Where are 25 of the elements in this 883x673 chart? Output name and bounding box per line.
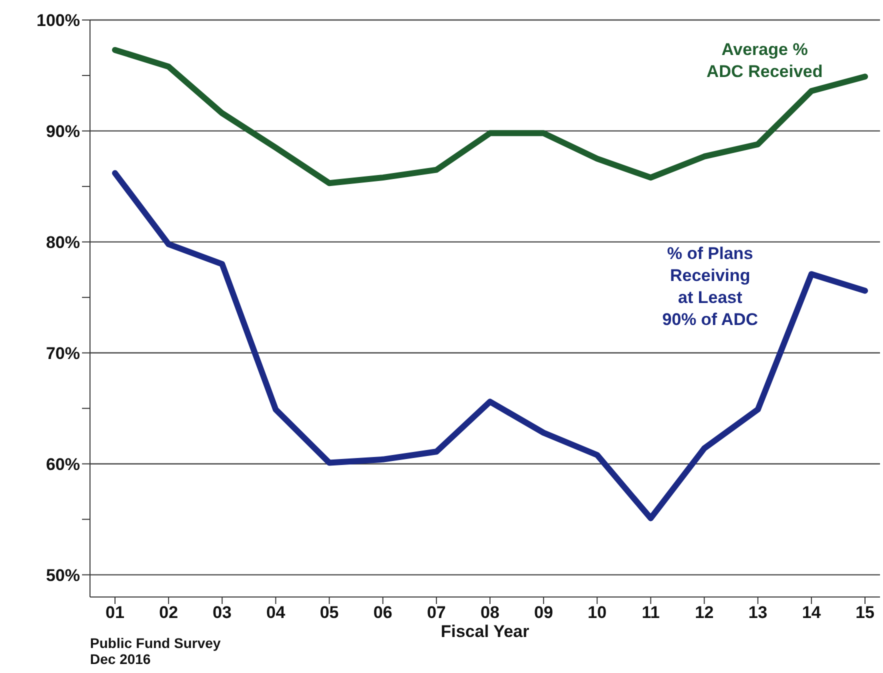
y-tick-label: 80% <box>46 232 80 252</box>
x-tick-label: 13 <box>748 603 768 622</box>
x-tick-label: 08 <box>480 603 500 622</box>
x-axis-title: Fiscal Year <box>440 622 530 641</box>
series-label: % of Plans Receiving at Least 90% of ADC <box>662 244 758 329</box>
x-tick-label: 05 <box>320 603 339 622</box>
x-tick-label: 01 <box>106 603 124 622</box>
y-tick-label: 60% <box>46 454 80 474</box>
x-tick-label: 06 <box>373 603 392 622</box>
x-tick-label: 07 <box>426 603 446 622</box>
text: Public Fund Survey Dec 2016 <box>90 635 221 667</box>
x-tick-label: 14 <box>802 603 822 622</box>
x-tick-label: 09 <box>534 603 554 622</box>
x-tick-label: 15 <box>856 603 874 622</box>
y-tick-label: 50% <box>46 566 80 585</box>
y-tick-label: 70% <box>46 344 80 363</box>
y-tick-label: 100% <box>36 11 80 30</box>
x-tick-label: 11 <box>642 603 660 622</box>
series-label: Average % ADC Received <box>706 40 823 82</box>
y-tick-label: 90% <box>46 122 80 141</box>
x-tick-label: 02 <box>159 603 178 622</box>
x-tick-label: 12 <box>694 603 714 622</box>
x-tick-label: 10 <box>588 603 607 622</box>
x-tick-label: 03 <box>212 603 232 622</box>
x-tick-label: 04 <box>266 603 286 622</box>
